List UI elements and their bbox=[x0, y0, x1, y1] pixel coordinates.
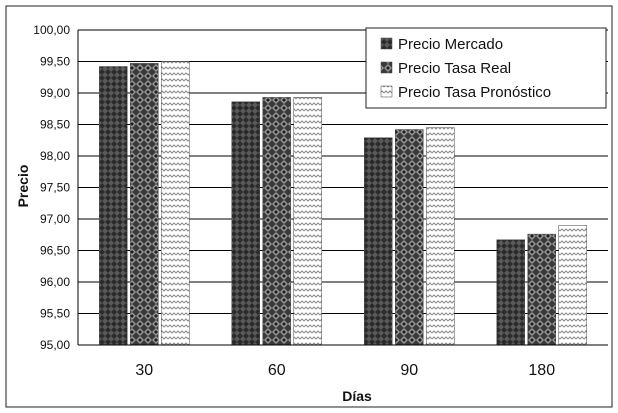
y-tick-label: 99,50 bbox=[40, 55, 70, 69]
y-tick-label: 98,00 bbox=[40, 149, 70, 163]
bar-precio-mercado bbox=[99, 66, 128, 346]
y-tick-labels: 95,00 95,50 96,00 96,50 97,00 97,50 98,00 98,50… bbox=[33, 23, 70, 352]
y-tick-label: 97,50 bbox=[40, 181, 70, 195]
bar-precio-tasa-real bbox=[262, 97, 291, 346]
bar-precio-tasa-pronostico bbox=[558, 225, 587, 346]
bar-precio-tasa-real bbox=[527, 233, 556, 346]
legend-swatch bbox=[380, 61, 393, 74]
y-tick-label: 100,00 bbox=[33, 23, 70, 37]
x-tick-label: 60 bbox=[268, 362, 286, 379]
bar-precio-mercado bbox=[364, 137, 393, 346]
y-tick-label: 96,00 bbox=[40, 275, 70, 289]
y-tick-label: 98,50 bbox=[40, 118, 70, 132]
bar-precio-tasa-pronostico bbox=[426, 127, 455, 346]
x-tick-label: 90 bbox=[400, 362, 418, 379]
y-tick-label: 99,00 bbox=[40, 86, 70, 100]
y-tick-label: 96,50 bbox=[40, 244, 70, 258]
bar-precio-tasa-real bbox=[395, 129, 424, 346]
x-tick-label: 180 bbox=[528, 362, 555, 379]
bar-precio-tasa-pronostico bbox=[161, 61, 190, 346]
y-tick-label: 95,50 bbox=[40, 307, 70, 321]
bar-precio-tasa-real bbox=[130, 63, 159, 346]
x-axis-title: Días bbox=[342, 388, 372, 404]
x-tick-label: 30 bbox=[135, 362, 153, 379]
bars bbox=[99, 61, 587, 346]
y-axis-title: Precio bbox=[15, 165, 31, 208]
legend: Precio Mercado Precio Tasa Real Precio Tas… bbox=[365, 27, 607, 109]
bar-precio-mercado bbox=[231, 101, 260, 346]
legend-label: Precio Tasa Pronóstico bbox=[398, 84, 551, 101]
y-tick-label: 95,00 bbox=[40, 338, 70, 352]
legend-label: Precio Tasa Real bbox=[398, 60, 511, 77]
legend-label: Precio Mercado bbox=[398, 36, 503, 53]
bar-precio-tasa-pronostico bbox=[293, 97, 322, 346]
axes bbox=[77, 30, 608, 346]
y-tick-label: 97,00 bbox=[40, 212, 70, 226]
legend-swatch bbox=[380, 37, 393, 50]
bar-precio-mercado bbox=[496, 239, 525, 346]
legend-swatch bbox=[380, 85, 393, 98]
legend-box bbox=[365, 27, 607, 109]
x-tick-labels: 30 60 90 180 bbox=[135, 362, 555, 379]
